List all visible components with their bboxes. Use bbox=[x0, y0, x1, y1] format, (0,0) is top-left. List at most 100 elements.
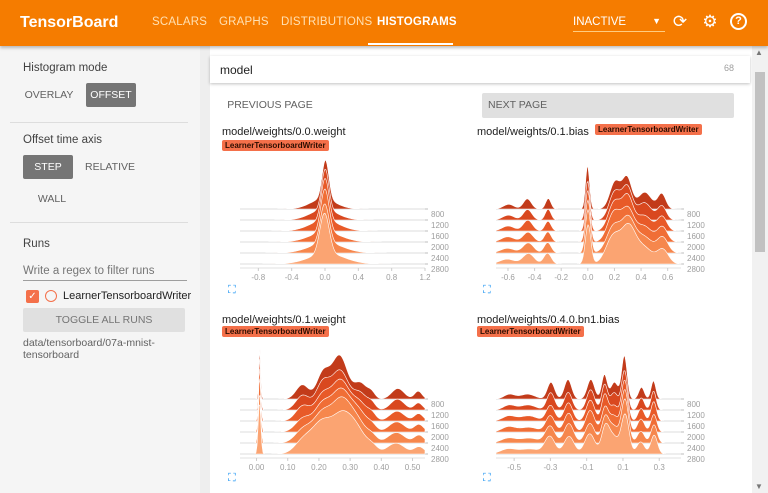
run-filter-input[interactable] bbox=[23, 262, 187, 281]
run-checkbox[interactable]: ✓ bbox=[26, 290, 39, 303]
histogram-step-800 bbox=[495, 355, 681, 400]
active-tab-indicator bbox=[368, 43, 453, 45]
top-app-bar: TensorBoard SCALARS GRAPHS DISTRIBUTIONS… bbox=[0, 0, 768, 46]
chart-title: model/weights/0.1.weight bbox=[222, 314, 346, 326]
x-tick-label: -0.6 bbox=[501, 273, 515, 282]
scroll-down-icon[interactable]: ▼ bbox=[755, 482, 763, 491]
histogram-chart: 800 1200 1600 2000 2400 2800 -0.5 -0.3 -0.1 0.1 0.… bbox=[495, 355, 705, 472]
step-label: 2800 bbox=[687, 455, 705, 464]
step-label: 1600 bbox=[431, 422, 449, 431]
tag-count: 68 bbox=[723, 63, 734, 73]
run-color-radio[interactable] bbox=[45, 290, 57, 302]
step-label: 1200 bbox=[687, 221, 705, 230]
gear-icon[interactable]: ⚙ bbox=[702, 12, 718, 31]
step-label: 2800 bbox=[431, 265, 449, 274]
run-tag: LearnerTensorboardWriter bbox=[222, 140, 329, 151]
scroll-up-icon[interactable]: ▲ bbox=[755, 48, 763, 57]
offset-button[interactable]: OFFSET bbox=[86, 83, 136, 107]
histogram-step-2400 bbox=[240, 203, 425, 254]
step-label: 2000 bbox=[431, 433, 449, 442]
step-label: 2000 bbox=[431, 243, 449, 252]
x-tick-label: 0.2 bbox=[609, 273, 621, 282]
help-icon[interactable]: ? bbox=[730, 13, 747, 30]
x-tick-label: -0.3 bbox=[544, 463, 558, 472]
step-label: 2800 bbox=[431, 455, 449, 464]
chart-title: model/weights/0.1.bias bbox=[477, 126, 589, 138]
expand-icon[interactable]: ⛶ bbox=[228, 284, 236, 296]
overlay-button[interactable]: OVERLAY bbox=[24, 89, 74, 101]
histogram-step-800 bbox=[240, 159, 425, 210]
divider bbox=[10, 122, 188, 123]
step-label: 2400 bbox=[687, 444, 705, 453]
chart-title: model/weights/0.4.0.bn1.bias bbox=[477, 314, 620, 326]
step-label: 2000 bbox=[687, 433, 705, 442]
histogram-step-800 bbox=[240, 349, 426, 400]
run-tag: LearnerTensorboardWriter bbox=[222, 326, 329, 337]
histogram-step-2800 bbox=[495, 413, 681, 455]
expand-icon[interactable]: ⛶ bbox=[483, 284, 491, 296]
run-tag: LearnerTensorboardWriter bbox=[477, 326, 584, 337]
run-tag: LearnerTensorboardWriter bbox=[595, 124, 702, 135]
x-tick-label: 0.4 bbox=[353, 273, 365, 282]
histogram-step-2800 bbox=[495, 222, 682, 265]
step-label: 800 bbox=[431, 210, 445, 219]
x-tick-label: 0.8 bbox=[386, 273, 398, 282]
x-tick-label: 0.6 bbox=[662, 273, 674, 282]
histogram-step-2800 bbox=[240, 404, 426, 455]
x-tick-label: -0.1 bbox=[580, 463, 594, 472]
step-label: 1600 bbox=[687, 422, 705, 431]
step-label: 2400 bbox=[431, 254, 449, 263]
x-tick-label: 0.0 bbox=[319, 273, 331, 282]
histogram-chart: 800 1200 1600 2000 2400 2800 0.00 0.10 0.20 0.30 0… bbox=[240, 349, 449, 472]
histogram-step-1200 bbox=[240, 359, 426, 411]
step-label: 800 bbox=[687, 210, 701, 219]
expand-icon[interactable]: ⛶ bbox=[228, 472, 236, 484]
x-tick-label: 0.3 bbox=[654, 463, 666, 472]
histogram-chart: 800 1200 1600 2000 2400 2800 -0.8 -0.4 0.0 0.4 0.8… bbox=[240, 159, 449, 282]
x-tick-label: 0.1 bbox=[617, 463, 629, 472]
histogram-chart: 800 1200 1600 2000 2400 2800 -0.6 -0.4 -0.2 0.0 0.… bbox=[495, 166, 705, 282]
x-tick-label: 0.0 bbox=[582, 273, 594, 282]
histogram-step-2000 bbox=[495, 388, 681, 433]
step-label: 1200 bbox=[431, 411, 449, 420]
x-tick-label: -0.8 bbox=[251, 273, 265, 282]
tag-filter-bar: 68 bbox=[210, 56, 750, 83]
tag-filter-input[interactable] bbox=[220, 61, 700, 78]
caret-down-icon: ▼ bbox=[652, 16, 661, 26]
x-tick-label: 0.50 bbox=[405, 463, 421, 472]
run-status-dropdown[interactable]: INACTIVE ▼ bbox=[573, 10, 665, 32]
histogram-mode-label: Histogram mode bbox=[23, 62, 108, 74]
expand-icon[interactable]: ⛶ bbox=[483, 472, 491, 484]
step-label: 800 bbox=[687, 400, 701, 409]
scrollbar-thumb[interactable] bbox=[755, 72, 765, 252]
run-status-value: INACTIVE bbox=[573, 16, 627, 28]
x-tick-label: 0.10 bbox=[280, 463, 296, 472]
x-tick-label: 0.20 bbox=[311, 463, 327, 472]
tab-histograms[interactable]: HISTOGRAMS bbox=[377, 16, 457, 28]
step-label: 1200 bbox=[687, 411, 705, 420]
histogram-step-2800 bbox=[240, 213, 425, 265]
x-tick-label: 1.2 bbox=[419, 273, 431, 282]
run-name: LearnerTensorboardWriter bbox=[63, 290, 192, 302]
x-tick-label: 0.30 bbox=[342, 463, 358, 472]
x-tick-label: 0.40 bbox=[374, 463, 390, 472]
tab-distributions[interactable]: DISTRIBUTIONS bbox=[281, 16, 373, 28]
step-label: 2400 bbox=[687, 254, 705, 263]
divider bbox=[10, 222, 188, 223]
wall-button[interactable]: WALL bbox=[37, 193, 67, 205]
relative-button[interactable]: RELATIVE bbox=[85, 161, 135, 173]
step-label: 2400 bbox=[431, 444, 449, 453]
app-title: TensorBoard bbox=[20, 14, 119, 31]
next-page-button[interactable]: NEXT PAGE bbox=[482, 93, 734, 118]
chart-title: model/weights/0.0.weight bbox=[222, 126, 346, 138]
offset-axis-label: Offset time axis bbox=[23, 134, 103, 146]
toggle-all-runs-button[interactable]: TOGGLE ALL RUNS bbox=[23, 308, 185, 332]
tab-graphs[interactable]: GRAPHS bbox=[219, 16, 269, 28]
x-tick-label: -0.5 bbox=[507, 463, 521, 472]
histogram-step-1200 bbox=[240, 168, 425, 221]
refresh-icon[interactable]: ⟳ bbox=[672, 12, 688, 31]
step-label: 800 bbox=[431, 400, 445, 409]
step-button[interactable]: STEP bbox=[23, 155, 73, 179]
previous-page-button[interactable]: PREVIOUS PAGE bbox=[227, 99, 313, 111]
tab-scalars[interactable]: SCALARS bbox=[152, 16, 208, 28]
